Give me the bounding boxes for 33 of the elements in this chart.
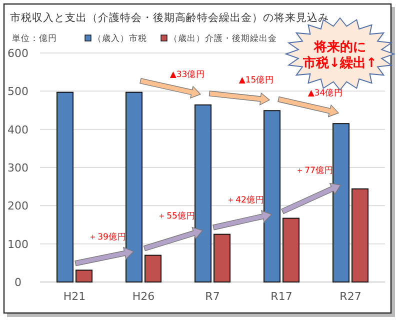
- y-tick-label: 500: [8, 85, 28, 98]
- x-tick-label: H26: [132, 290, 155, 303]
- bar: [352, 188, 368, 282]
- annotation: ▲15億円: [238, 74, 274, 86]
- x-tick-label: R17: [270, 290, 292, 303]
- annotation: ＋55億円: [158, 210, 196, 222]
- y-tick-label: 400: [8, 123, 28, 136]
- annotation: 将来的に: [313, 40, 366, 55]
- bar: [332, 123, 350, 282]
- y-tick-label: 200: [8, 200, 28, 213]
- annotation: ＋39億円: [88, 231, 126, 242]
- bar: [76, 270, 92, 282]
- legend-label: （歳入）市税: [93, 33, 147, 44]
- y-tick-label: 100: [8, 238, 28, 251]
- y-tick-label: 0: [14, 276, 22, 289]
- x-tick-label: R27: [340, 290, 362, 303]
- bar: [144, 254, 162, 282]
- bar: [126, 92, 142, 282]
- bar: [214, 234, 230, 282]
- bar: [282, 218, 300, 282]
- x-tick-label: R7: [205, 290, 220, 303]
- bar: [56, 92, 74, 282]
- x-tick-label: H21: [63, 290, 86, 303]
- annotation: ＋77億円: [296, 164, 334, 176]
- y-tick-label: 600: [8, 47, 28, 60]
- annotation: ＋42億円: [226, 194, 264, 206]
- y-tick-label: 300: [8, 162, 28, 174]
- annotation: ▲33億円: [170, 68, 206, 80]
- text: 単位：億円: [12, 33, 57, 44]
- annotation: 市税↓繰出↑: [302, 55, 377, 71]
- bar: [194, 104, 212, 282]
- legend-label: （歳出）介護・後期繰出金: [169, 33, 277, 44]
- bar: [264, 110, 280, 282]
